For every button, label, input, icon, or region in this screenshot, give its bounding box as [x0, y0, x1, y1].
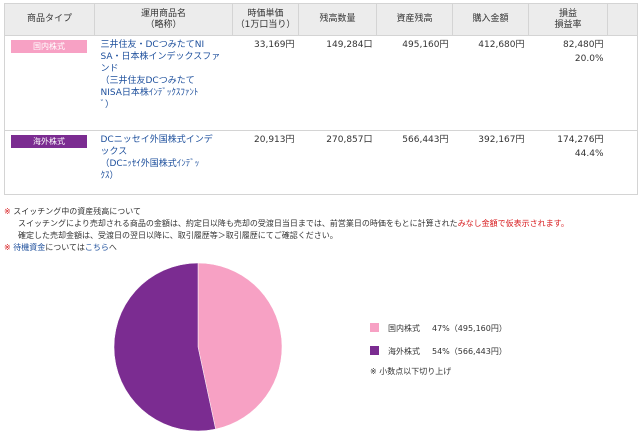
legend-swatch-domestic [370, 323, 379, 332]
fund-name-cell: 三井住友・DCつみたてNI SA・日本株インデックスファ ンド （三井住友DCつ… [94, 35, 233, 131]
fund-short-name-line[interactable]: （三井住友DCつみたて [100, 76, 195, 86]
header-product-type: 商品タイプ [4, 3, 95, 36]
quantity-cell: 270,857口 [298, 130, 377, 195]
note-switching-body: スイッチングにより売却される商品の金額は、約定日以降も売却の受渡日当日までは、前… [18, 219, 458, 228]
asset-balance-cell: 495,160円 [376, 35, 453, 131]
holdings-table: 商品タイプ 運用商品名 （略称） 時価単価 （1万口当り） 残高数量 資産残高 … [4, 3, 638, 195]
fund-name-line[interactable]: SA・日本株インデックスファ [100, 52, 221, 62]
note-text: については [45, 243, 85, 252]
header-asset-balance: 資産残高 [376, 3, 453, 36]
note-switching-title: スイッチング中の資産残高について [13, 207, 142, 216]
fund-short-name-line[interactable]: （DCﾆｯｾｲ外国株式ｲﾝﾃﾞｯ [100, 159, 200, 169]
legend-percent: 54% [432, 347, 450, 356]
legend-label: 国内株式 [388, 324, 420, 333]
gain-loss-cell: 174,276円 44.4% [528, 130, 608, 195]
fund-name-line[interactable]: DCニッセイ外国株式インデ [100, 135, 213, 145]
pie-slice-domestic [197, 262, 283, 430]
type-cell: 海外株式 [4, 130, 95, 195]
legend-amount: （495,160円） [449, 324, 507, 333]
note-line: 確定した売却金額は、受渡日の翌日以降に、取引履歴等＞取引履歴にてご確認ください。 [4, 230, 636, 242]
note-line: ※ スイッチング中の資産残高について [4, 206, 636, 218]
header-product-name-line1: 運用商品名 [140, 8, 186, 19]
asset-allocation-pie-chart [113, 262, 283, 432]
row-spacer-cell [607, 130, 638, 195]
gain-loss-value: 174,276円 [557, 135, 604, 145]
here-link[interactable]: こちら [84, 243, 109, 252]
legend-label: 海外株式 [388, 347, 420, 356]
unit-price-cell: 20,913円 [232, 130, 299, 195]
purchase-amount-cell: 412,680円 [452, 35, 529, 131]
standby-funds-link[interactable]: 待機資金 [13, 243, 46, 252]
header-quantity: 残高数量 [298, 3, 377, 36]
table-row: 国内株式 三井住友・DCつみたてNI SA・日本株インデックスファ ンド （三井… [4, 35, 638, 131]
header-unit-price: 時価単価 （1万口当り） [232, 3, 299, 36]
fund-name-line[interactable]: ックス [100, 147, 128, 157]
table-row: 海外株式 DCニッセイ外国株式インデ ックス （DCﾆｯｾｲ外国株式ｲﾝﾃﾞｯ … [4, 130, 638, 195]
header-purchase-amount: 購入金額 [452, 3, 529, 36]
table-header-row: 商品タイプ 運用商品名 （略称） 時価単価 （1万口当り） 残高数量 資産残高 … [4, 3, 638, 36]
header-spacer [607, 3, 638, 36]
type-badge-domestic: 国内株式 [11, 40, 87, 53]
gain-loss-value: 82,480円 [563, 40, 604, 50]
fund-short-name-line[interactable]: NISA日本株ｲﾝﾃﾞｯｸｽﾌｧﾝﾄ [100, 88, 199, 98]
note-mark: ※ [4, 243, 11, 252]
gain-loss-rate: 44.4% [574, 149, 604, 159]
unit-price-cell: 33,169円 [232, 35, 299, 131]
note-text: へ [108, 243, 117, 252]
note-line: スイッチングにより売却される商品の金額は、約定日以降も売却の受渡日当日までは、前… [4, 218, 636, 230]
legend-note: ※ 小数点以下切り上げ [370, 367, 452, 376]
note-provisional-warning: みなし金額で仮表示されます。 [457, 219, 569, 228]
gain-loss-cell: 82,480円 20.0% [528, 35, 608, 131]
fund-short-name-line[interactable]: ﾞ） [100, 100, 115, 110]
header-gain-loss-line2: 損益率 [554, 19, 582, 30]
pie-slice-foreign [113, 262, 216, 432]
row-spacer-cell [607, 35, 638, 131]
type-badge-foreign: 海外株式 [11, 135, 87, 148]
legend-item-foreign: 海外株式 54%（566,443円） [370, 345, 507, 358]
quantity-cell: 149,284口 [298, 35, 377, 131]
fund-name-cell: DCニッセイ外国株式インデ ックス （DCﾆｯｾｲ外国株式ｲﾝﾃﾞｯ ｸｽ） [94, 130, 233, 195]
legend-item-domestic: 国内株式 47%（495,160円） [370, 322, 507, 335]
legend-amount: （566,443円） [449, 347, 507, 356]
legend-percent: 47% [432, 324, 450, 333]
purchase-amount-cell: 392,167円 [452, 130, 529, 195]
note-confirmation: 確定した売却金額は、受渡日の翌日以降に、取引履歴等＞取引履歴にてご確認ください。 [18, 231, 338, 240]
fund-short-name-line[interactable]: ｸｽ） [100, 171, 119, 181]
header-product-name: 運用商品名 （略称） [94, 3, 233, 36]
header-product-name-line2: （略称） [145, 19, 182, 30]
type-cell: 国内株式 [4, 35, 95, 131]
header-gain-loss: 損益 損益率 [528, 3, 608, 36]
fund-name-line[interactable]: 三井住友・DCつみたてNI [100, 40, 205, 50]
gain-loss-rate: 20.0% [574, 54, 604, 64]
fund-name-line[interactable]: ンド [100, 64, 119, 74]
header-unit-price-line1: 時価単価 [247, 8, 284, 19]
asset-balance-cell: 566,443円 [376, 130, 453, 195]
note-line: ※ 待機資金についてはこちらへ [4, 242, 636, 254]
header-gain-loss-line1: 損益 [558, 8, 577, 19]
note-mark: ※ [4, 207, 11, 216]
chart-legend: 国内株式 47%（495,160円） 海外株式 54%（566,443円） ※ 小数… [370, 322, 507, 377]
legend-swatch-foreign [370, 346, 379, 355]
notes-section: ※ スイッチング中の資産残高について スイッチングにより売却される商品の金額は、… [4, 206, 636, 254]
header-unit-price-line2: （1万口当り） [235, 19, 296, 30]
